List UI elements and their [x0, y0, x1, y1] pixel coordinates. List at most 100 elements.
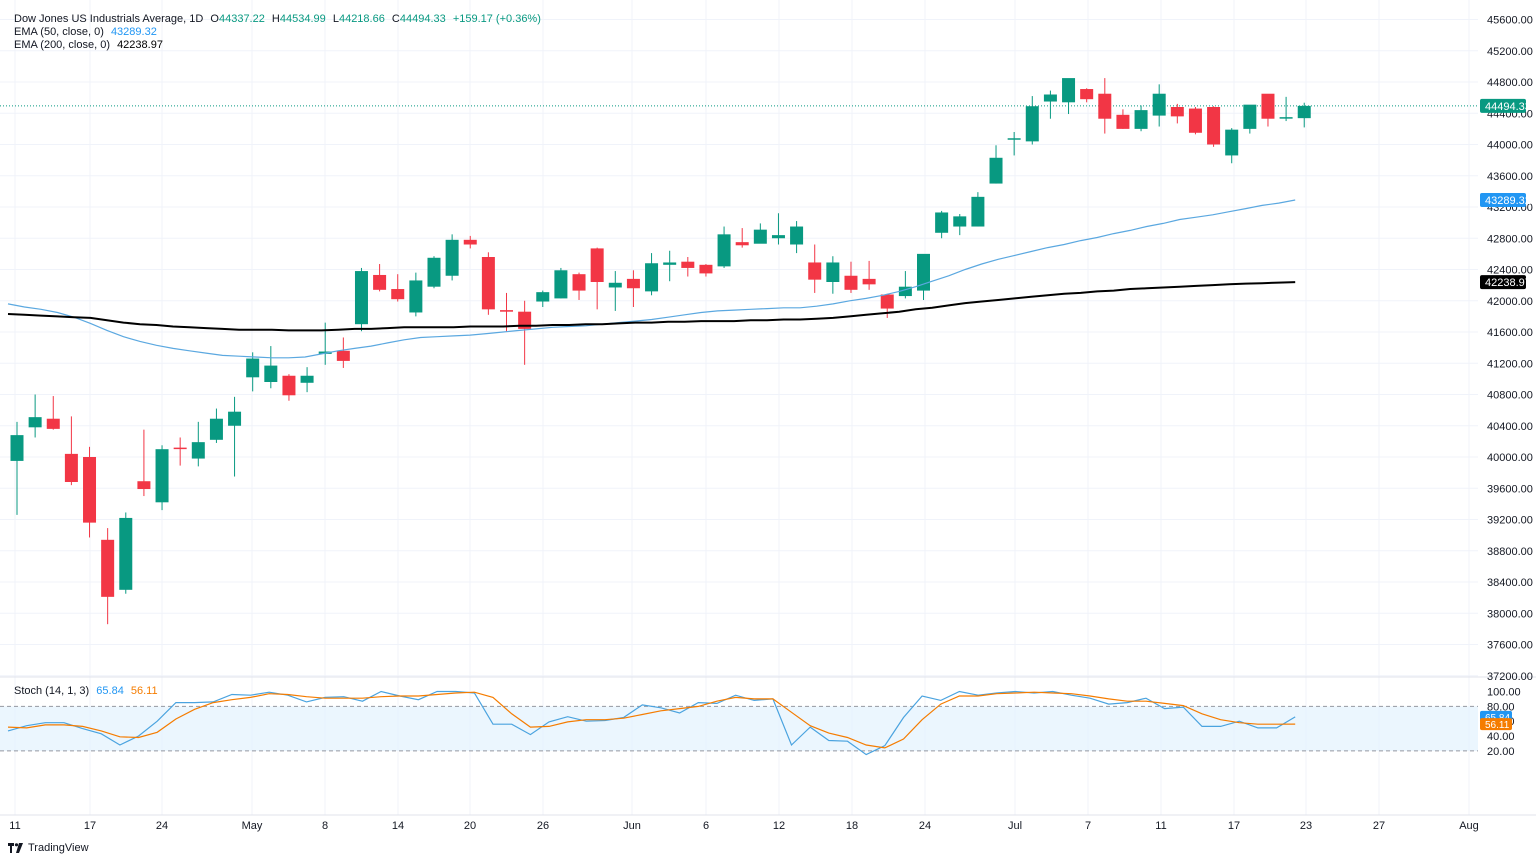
candle[interactable]: [953, 214, 967, 236]
candle[interactable]: [699, 264, 713, 277]
ema50-line[interactable]: [7, 199, 1296, 359]
candle[interactable]: [1261, 93, 1275, 127]
candle[interactable]: [626, 270, 640, 307]
candle[interactable]: [536, 290, 550, 307]
candle[interactable]: [1025, 96, 1039, 145]
candle[interactable]: [826, 256, 840, 294]
ema50-legend[interactable]: EMA (50, close, 0) 43289.32: [14, 26, 157, 39]
candle-body: [1279, 117, 1293, 119]
candle[interactable]: [898, 271, 912, 299]
candle[interactable]: [1207, 106, 1221, 147]
candle[interactable]: [282, 374, 296, 401]
candle[interactable]: [300, 367, 314, 393]
candle[interactable]: [137, 429, 151, 497]
time-tick-label: Jul: [1008, 820, 1022, 832]
candle[interactable]: [1152, 84, 1166, 127]
candle[interactable]: [246, 352, 260, 392]
candle[interactable]: [1279, 96, 1293, 122]
candle-body: [373, 274, 387, 290]
candle[interactable]: [989, 145, 1003, 184]
candle[interactable]: [971, 192, 985, 227]
candle[interactable]: [790, 221, 804, 254]
candle[interactable]: [336, 337, 350, 368]
candle[interactable]: [1225, 128, 1239, 164]
ema200-legend[interactable]: EMA (200, close, 0) 42238.97: [14, 39, 163, 52]
candle[interactable]: [28, 394, 42, 438]
candle[interactable]: [880, 293, 894, 318]
candle[interactable]: [191, 421, 205, 467]
candle[interactable]: [554, 267, 568, 299]
candle[interactable]: [1098, 78, 1112, 134]
stoch-k-line[interactable]: [7, 690, 1296, 756]
candle[interactable]: [427, 256, 441, 289]
time-tick-label: 14: [392, 820, 404, 832]
candle[interactable]: [391, 274, 405, 302]
candle[interactable]: [10, 421, 24, 515]
candle[interactable]: [808, 244, 822, 293]
candle[interactable]: [572, 272, 586, 300]
candle[interactable]: [590, 247, 604, 310]
candle-body: [1062, 78, 1076, 103]
candle[interactable]: [862, 260, 876, 290]
time-tick-label: 8: [322, 820, 328, 832]
candle[interactable]: [735, 228, 749, 248]
stoch-legend[interactable]: Stoch (14, 1, 3) 65.84 56.11: [14, 685, 158, 698]
candle-body: [1080, 89, 1094, 100]
candle[interactable]: [935, 210, 949, 239]
candle[interactable]: [445, 234, 459, 281]
close-label: C: [391, 13, 400, 25]
candle[interactable]: [209, 408, 223, 443]
candle[interactable]: [228, 396, 242, 477]
stoch-d-line[interactable]: [7, 691, 1296, 749]
candle[interactable]: [1188, 107, 1202, 135]
candle[interactable]: [1007, 132, 1021, 156]
ema200-line[interactable]: [7, 281, 1296, 332]
candle[interactable]: [64, 416, 78, 486]
candle[interactable]: [318, 322, 332, 365]
candle[interactable]: [1043, 90, 1057, 119]
stoch-d-value: 56.11: [130, 685, 158, 697]
candle[interactable]: [481, 252, 495, 315]
price-badge: 42238.97: [1480, 275, 1531, 290]
candle[interactable]: [119, 512, 133, 594]
candle[interactable]: [753, 223, 767, 244]
candle[interactable]: [83, 446, 97, 538]
candle-body: [1098, 93, 1112, 119]
candle[interactable]: [354, 267, 368, 332]
candle[interactable]: [46, 396, 60, 430]
time-axis[interactable]: 11 17 24 May 8 14 20 26 Jun 6 12 18 24 Jul 7 11 17 23 27 Au…: [9, 820, 1479, 832]
candle[interactable]: [518, 300, 532, 365]
candle[interactable]: [1243, 104, 1257, 134]
candle[interactable]: [463, 235, 477, 249]
candle[interactable]: [1134, 105, 1148, 132]
candle[interactable]: [409, 272, 423, 317]
candle[interactable]: [771, 213, 785, 245]
candle-body: [880, 294, 894, 309]
candle[interactable]: [173, 437, 187, 466]
candle[interactable]: [373, 264, 387, 292]
candle[interactable]: [608, 271, 622, 311]
tradingview-brand[interactable]: TradingView: [8, 842, 89, 854]
candle[interactable]: [917, 253, 930, 300]
price-tick-label: 45600.00: [1487, 15, 1533, 27]
candle[interactable]: [681, 257, 695, 277]
candle[interactable]: [663, 250, 677, 282]
symbol-title[interactable]: Dow Jones US Industrials Average, 1D: [14, 13, 204, 25]
candle-body: [626, 278, 640, 289]
candle[interactable]: [844, 261, 858, 293]
candle[interactable]: [717, 226, 731, 268]
candle[interactable]: [1170, 103, 1184, 124]
candle[interactable]: [645, 253, 659, 296]
price-axis[interactable]: 45600.0045200.0044800.0044400.0044000.00…: [1487, 15, 1533, 683]
change-value: +159.17 (+0.36%): [452, 13, 541, 25]
candle[interactable]: [1116, 109, 1130, 129]
candle[interactable]: [1080, 88, 1094, 103]
candlestick-series[interactable]: [10, 78, 1311, 625]
candle[interactable]: [101, 528, 115, 625]
candle[interactable]: [155, 445, 169, 511]
candle[interactable]: [1062, 78, 1076, 115]
candle[interactable]: [1297, 102, 1311, 128]
candle[interactable]: [264, 346, 278, 389]
